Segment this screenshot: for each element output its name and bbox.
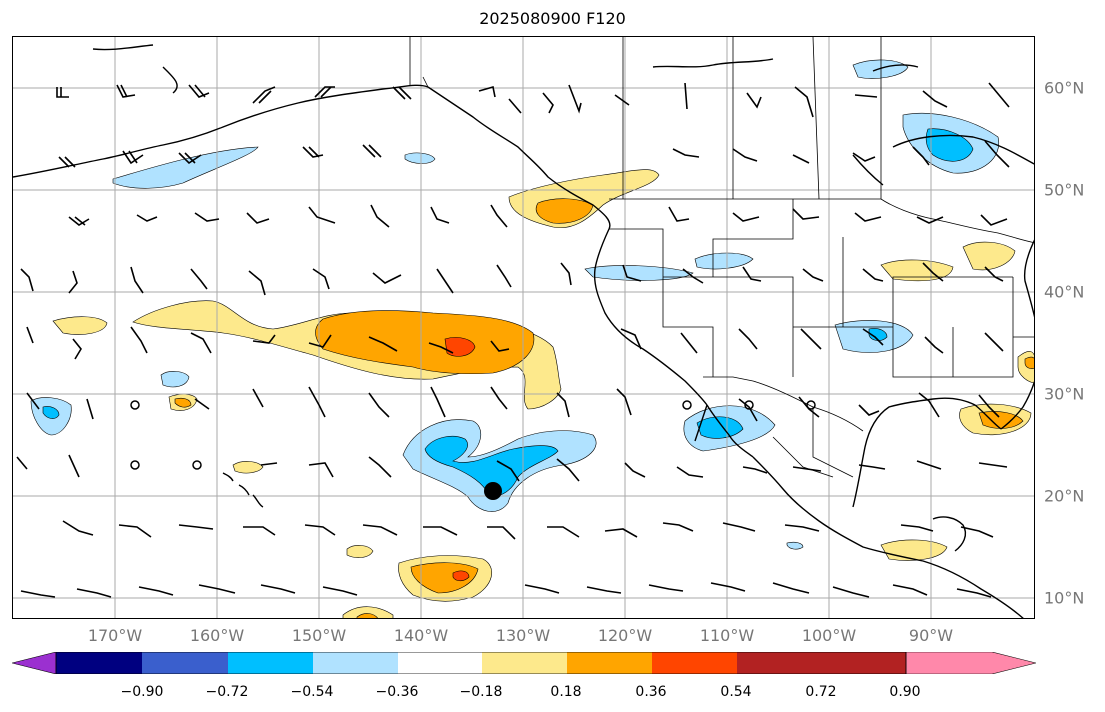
orange-region-hawaii — [174, 397, 192, 408]
blue-region-nevada — [584, 265, 694, 281]
blue-region-alaska — [112, 146, 259, 189]
border-us-mexico — [703, 376, 864, 432]
coast-us-west — [593, 228, 708, 406]
coast-bc — [427, 86, 611, 230]
yellow-region-ne — [962, 241, 1016, 271]
blue-region-bc — [404, 152, 436, 164]
lon-label-100w: 100°W — [801, 626, 857, 645]
lon-label-130w: 130°W — [495, 626, 551, 645]
colorbar-bin-7 — [567, 652, 652, 674]
colorbar-bin-4 — [313, 652, 398, 674]
coast-gulf — [852, 397, 1002, 508]
blue-region-greatlakes — [852, 59, 909, 79]
colorbar-bin-6 — [482, 652, 567, 674]
yellow-region-west-small — [52, 316, 108, 335]
colorbar-tick-5: −0.18 — [459, 684, 503, 700]
orange-region-pacific-band — [315, 310, 535, 375]
orange-region-east-edge — [1024, 356, 1034, 369]
colorbar-tick-2: −0.72 — [205, 684, 249, 700]
red-core-pacific-band — [444, 337, 476, 357]
coast-hawaii — [222, 472, 264, 508]
border-alaska-canada — [409, 37, 429, 88]
lon-label-90w: 90°W — [908, 626, 954, 645]
lat-label-50n: 50°N — [1044, 180, 1085, 200]
colorbar-bin-10 — [821, 652, 906, 674]
blue-core-hudson — [925, 128, 974, 162]
coastlines — [13, 44, 1034, 618]
coast-hudson — [852, 134, 1034, 186]
colorbar-tick-9: 0.72 — [805, 684, 837, 700]
anomaly-contours — [30, 59, 1034, 618]
map-panel[interactable] — [12, 36, 1035, 619]
blue-core-west — [42, 406, 60, 419]
lat-label-30n: 30°N — [1044, 384, 1085, 404]
coast-florida — [1000, 381, 1034, 430]
calm-wind-markers — [130, 400, 816, 470]
colorbar-bin-5 — [398, 652, 482, 674]
colorbar — [12, 652, 1036, 674]
lon-label-140w: 140°W — [393, 626, 449, 645]
colorbar-tick-8: 0.54 — [720, 684, 752, 700]
colorbar-under-triangle — [12, 652, 57, 674]
colorbar-tick-7: 0.36 — [635, 684, 667, 700]
lon-label-150w: 150°W — [291, 626, 347, 645]
colorbar-tick-6: 0.18 — [550, 684, 582, 700]
yellow-region-centralamerica — [880, 539, 948, 561]
lat-label-10n: 10°N — [1044, 588, 1085, 608]
orange-region-south-pacific — [410, 562, 479, 594]
lon-label-120w: 120°W — [597, 626, 653, 645]
lon-label-170w: 170°W — [87, 626, 143, 645]
map-canvas — [13, 37, 1034, 618]
political-borders — [409, 37, 1034, 478]
border-canada-provinces — [622, 37, 882, 200]
border-mexico-states — [772, 407, 854, 478]
coast-alaska-north — [92, 44, 178, 94]
coast-yucatan — [932, 516, 967, 552]
orange-region-florida — [978, 411, 1024, 429]
lon-label-110w: 110°W — [699, 626, 755, 645]
orange-region-pnw — [535, 198, 594, 224]
blue-region-centralamerica — [786, 541, 804, 550]
colorbar-outline — [55, 652, 907, 674]
colorbar-bin-8 — [652, 652, 737, 674]
colorbar-tick-1: −0.90 — [120, 684, 164, 700]
colorbar-tick-10: 0.90 — [889, 684, 921, 700]
lat-label-40n: 40°N — [1044, 282, 1085, 302]
yellow-region-greatlakes-south — [880, 259, 954, 282]
coast-baja — [694, 404, 754, 458]
colorbar-bin-2 — [142, 652, 228, 674]
storm-center-marker — [484, 482, 502, 500]
red-core-south-pacific — [452, 570, 470, 582]
lat-label-60n: 60°N — [1044, 78, 1085, 98]
blue-region-hawaii-north — [160, 371, 190, 388]
lat-label-20n: 20°N — [1044, 486, 1085, 506]
colorbar-bin-9 — [737, 652, 821, 674]
blue-core-texas — [868, 328, 888, 341]
coast-alaska-south — [13, 84, 429, 178]
wind-barbs — [16, 82, 1010, 598]
blue-region-utah — [694, 252, 754, 270]
yellow-region-south-small — [346, 545, 374, 558]
orange-region-bottom — [356, 613, 378, 618]
blue-core-baja — [696, 416, 744, 439]
colorbar-bin-3 — [228, 652, 313, 674]
border-us-states — [609, 199, 1034, 378]
blue-core-central-pacific — [424, 436, 559, 497]
map-title: 2025080900 F120 — [479, 9, 626, 28]
colorbar-over-triangle-end — [905, 652, 1036, 674]
colorbar-tick-3: −0.54 — [290, 684, 334, 700]
coast-east — [1023, 239, 1034, 318]
border-us-canada — [609, 198, 1034, 244]
yellow-region-hawaii-south — [232, 461, 264, 474]
lon-label-160w: 160°W — [189, 626, 245, 645]
coast-mexico-west — [752, 456, 1024, 618]
yellow-region-bottom — [342, 606, 394, 618]
graticule — [13, 37, 1034, 618]
coast-arctic — [652, 58, 919, 72]
colorbar-bin-1 — [56, 652, 142, 674]
colorbar-tick-4: −0.36 — [375, 684, 419, 700]
